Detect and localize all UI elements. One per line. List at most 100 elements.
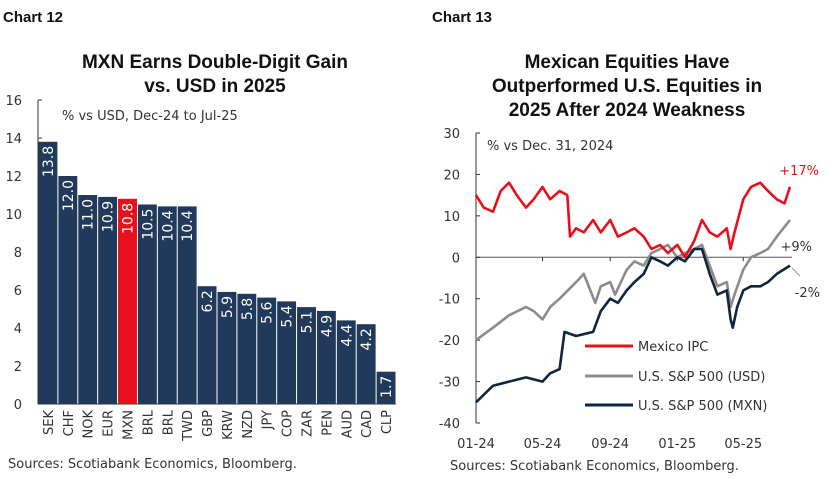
bar-value-label: 5.4 — [280, 305, 296, 327]
y-tick-label: -40 — [439, 417, 460, 432]
bar-clp — [376, 371, 396, 404]
legend-label: Mexico IPC — [638, 340, 708, 355]
bar-value-label: 11.0 — [81, 199, 97, 230]
x-tick-label: PEN — [320, 410, 335, 436]
y-tick-label: 0 — [14, 398, 22, 413]
x-tick-label: 05-25 — [724, 437, 762, 452]
bar-brl — [157, 206, 177, 404]
x-tick-label: CHF — [62, 410, 77, 436]
bar-eur — [98, 196, 118, 404]
y-tick-label: 10 — [443, 210, 460, 225]
x-tick-label: MXN — [122, 410, 137, 440]
y-tick-label: 8 — [14, 246, 22, 261]
x-tick-label: JPY — [261, 410, 276, 430]
bar-cop — [277, 301, 297, 404]
bar-cad — [356, 324, 376, 404]
bar-value-label: 10.9 — [101, 201, 117, 232]
y-tick-label: 4 — [14, 322, 22, 337]
y-tick-label: 12 — [5, 170, 22, 185]
chart-label: Chart 12 — [3, 9, 63, 26]
end-label-mexico-ipc: +17% — [779, 164, 819, 179]
legend: Mexico IPC U.S. S&P 500 (USD) U.S. S&P 500… — [585, 340, 767, 414]
x-tick-label: ZAR — [301, 410, 316, 437]
bar-value-label: 10.8 — [121, 203, 137, 234]
x-tick-label: KRW — [221, 410, 236, 440]
x-tick-label: AUD — [340, 410, 355, 438]
y-tick-label: 14 — [5, 132, 22, 147]
y-tick-label: 30 — [443, 127, 460, 142]
y-tick-label: 2 — [14, 360, 22, 375]
bar-value-label: 4.9 — [319, 315, 335, 337]
y-tick-label: -20 — [439, 334, 460, 349]
chart-13: Chart 13 Mexican Equities Have Outperfor… — [432, 9, 820, 474]
x-tick-label: SEK — [42, 410, 57, 435]
x-tick-label: BRL — [161, 409, 176, 435]
x-tick-label: BRL — [141, 409, 156, 435]
bar-pen — [316, 310, 336, 404]
bar-chf — [58, 176, 78, 404]
series-line-0 — [474, 181, 792, 259]
bar-aud — [336, 320, 356, 404]
chart-title-line: Mexican Equities Have — [525, 52, 730, 73]
x-tick-label: TWD — [181, 410, 196, 442]
end-label-sp500-usd: +9% — [780, 240, 812, 255]
series-line-1 — [475, 219, 792, 342]
y-tick-label: 0 — [452, 251, 460, 266]
leader-line — [791, 267, 801, 277]
bar-nzd — [237, 293, 257, 404]
chart-title-line: vs. USD in 2025 — [144, 76, 286, 97]
axes: 0 2 4 6 8 10 12 14 16 — [5, 94, 396, 413]
bar-sek — [38, 141, 58, 405]
x-tick-label: CAD — [360, 410, 375, 438]
bar-value-label: 10.4 — [160, 210, 176, 241]
x-tick-label: COP — [281, 410, 296, 437]
chart-title-line: Outperformed U.S. Equities in — [492, 76, 762, 97]
x-tick-label: NOK — [82, 410, 97, 439]
chart-title-line: MXN Earns Double-Digit Gain — [82, 52, 348, 73]
x-tick-label: 05-24 — [524, 437, 562, 452]
y-tick-label: -10 — [439, 293, 460, 308]
bar-zar — [297, 307, 316, 404]
bar-value-label: 5.6 — [260, 302, 276, 324]
source-note: Sources: Scotiabank Economics, Bloomberg… — [450, 459, 739, 474]
x-tick-label: CLP — [380, 410, 395, 434]
source-note: Sources: Scotiabank Economics, Bloomberg… — [8, 457, 297, 472]
chart-12: Chart 12 MXN Earns Double-Digit Gain vs.… — [3, 9, 396, 472]
bar-krw — [217, 291, 237, 404]
x-tick-label: 01-24 — [457, 437, 495, 452]
bar-brl — [137, 204, 157, 404]
chart-label: Chart 13 — [432, 9, 492, 26]
bar-value-label: 5.1 — [300, 311, 316, 333]
bar-value-label: 13.8 — [41, 146, 57, 177]
x-tick-label: 09-24 — [591, 437, 629, 452]
legend-label: U.S. S&P 500 (MXN) — [638, 399, 767, 414]
bar-value-label: 5.9 — [220, 296, 236, 318]
bars: 13.8 SEK 12.0 CHF 11.0 NOK 10.9 EUR 10.8 MXN 10.5 B… — [38, 141, 396, 442]
x-tick-label: NZD — [241, 410, 256, 439]
bar-mxn — [118, 198, 137, 404]
series-line-2 — [475, 247, 791, 404]
bar-value-label: 12.0 — [61, 180, 77, 211]
x-tick-label: GBP — [201, 410, 216, 437]
bar-value-label: 5.8 — [240, 298, 256, 320]
bar-gbp — [197, 286, 217, 404]
axes: -40 -30 -20 -10 0 10 20 30 01-24 05-24 09-24 01-25 0… — [439, 127, 792, 452]
bar-jpy — [257, 297, 277, 404]
bar-value-label: 4.2 — [359, 328, 375, 350]
y-tick-label: 20 — [443, 168, 460, 183]
bar-value-label: 10.5 — [140, 209, 156, 240]
chart-title-line: 2025 After 2024 Weakness — [509, 100, 746, 121]
bar-twd — [177, 206, 197, 404]
y-tick-label: 10 — [5, 208, 22, 223]
chart-subtitle: % vs Dec. 31, 2024 — [487, 139, 613, 154]
end-label-sp500-mxn: -2% — [795, 286, 820, 301]
bar-value-label: 4.4 — [339, 324, 355, 346]
bar-value-label: 6.2 — [200, 290, 216, 312]
y-tick-label: 16 — [5, 94, 22, 109]
x-tick-label: 01-25 — [658, 437, 696, 452]
x-tick-label: EUR — [102, 410, 117, 437]
bar-value-label: 1.7 — [379, 376, 395, 398]
bar-nok — [78, 195, 98, 404]
bar-value-label: 10.4 — [180, 210, 196, 241]
